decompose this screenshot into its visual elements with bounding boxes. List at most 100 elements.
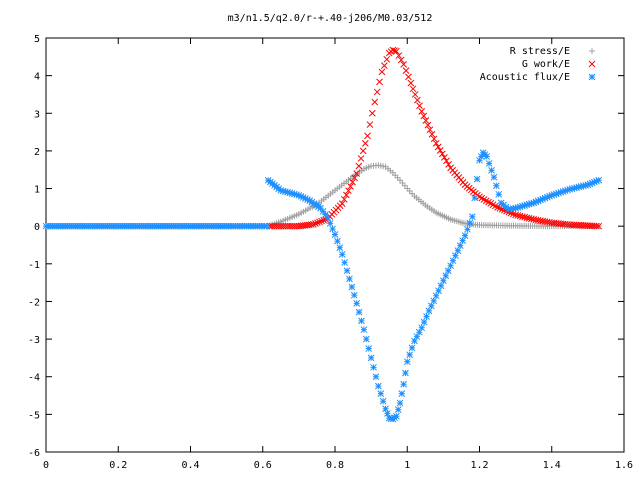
data-point <box>318 217 325 225</box>
x-tick-label: 0.2 <box>109 460 127 471</box>
data-point <box>403 358 411 366</box>
data-point <box>402 369 409 377</box>
data-point <box>468 213 476 221</box>
data-point <box>555 189 562 197</box>
data-point <box>277 187 285 194</box>
data-point <box>400 60 407 68</box>
y-tick-label: 4 <box>34 72 40 83</box>
data-point <box>382 405 389 413</box>
data-point <box>362 335 370 343</box>
data-point <box>552 190 560 198</box>
data-point <box>550 191 558 198</box>
data-point <box>430 297 438 305</box>
data-point <box>295 191 303 199</box>
data-point <box>357 155 365 162</box>
data-point <box>366 121 374 128</box>
data-point <box>398 390 406 398</box>
y-tick-label: 5 <box>34 34 40 45</box>
data-point <box>427 302 435 310</box>
data-point <box>359 147 367 155</box>
data-point <box>588 179 596 187</box>
data-point <box>368 109 376 117</box>
data-point <box>400 380 407 388</box>
data-point <box>324 214 332 222</box>
data-point <box>365 345 373 352</box>
data-point <box>407 79 415 87</box>
data-point <box>436 147 444 154</box>
data-point <box>395 52 403 59</box>
data-point <box>350 291 358 299</box>
data-point <box>532 198 540 206</box>
data-point <box>355 308 363 316</box>
data-point <box>447 262 454 270</box>
y-tick-label: -1 <box>28 260 40 271</box>
data-point <box>438 150 446 158</box>
data-point <box>361 140 369 147</box>
data-point <box>348 283 356 291</box>
data-point <box>595 222 603 230</box>
data-point <box>425 307 433 315</box>
data-point <box>428 130 436 138</box>
y-tick-label: 2 <box>34 147 40 158</box>
data-point <box>568 185 576 193</box>
data-point <box>293 191 300 199</box>
data-point <box>406 351 414 359</box>
data-point <box>530 199 538 207</box>
data-point <box>471 194 479 202</box>
data-point <box>537 196 544 204</box>
data-point <box>286 189 294 197</box>
y-tick-label: -4 <box>28 373 40 384</box>
data-point <box>557 188 565 196</box>
data-point <box>432 140 440 147</box>
data-point <box>383 55 391 63</box>
data-point <box>374 382 382 390</box>
data-point <box>534 197 542 205</box>
data-point <box>319 208 327 215</box>
data-point <box>341 259 348 266</box>
data-point <box>376 78 383 86</box>
data-point <box>519 202 526 210</box>
data-point <box>297 193 305 200</box>
y-tick-label: 0 <box>34 222 40 233</box>
data-point <box>329 225 336 233</box>
data-point <box>575 183 583 191</box>
x-tick-label: 0.4 <box>181 460 199 471</box>
data-point <box>430 135 438 143</box>
data-point <box>490 173 498 181</box>
data-point <box>521 202 529 209</box>
data-point <box>449 257 457 265</box>
data-point <box>548 191 556 199</box>
data-point <box>409 85 417 93</box>
data-point <box>414 96 421 104</box>
chart-title: m3/n1.5/q2.0/r-+.40-j206/M0.03/512 <box>228 13 433 24</box>
data-point <box>394 406 402 414</box>
x-tick-label: 1.6 <box>615 460 633 471</box>
data-point <box>580 182 587 190</box>
data-point <box>405 73 412 81</box>
data-point <box>411 91 419 98</box>
data-point <box>424 121 432 129</box>
data-point <box>593 177 600 185</box>
data-point <box>441 154 448 161</box>
data-point <box>370 363 377 371</box>
data-point <box>381 62 388 69</box>
data-point <box>389 46 397 54</box>
data-point <box>351 174 358 182</box>
data-point <box>281 188 289 196</box>
y-tick-label: 1 <box>34 185 40 196</box>
data-point <box>561 187 569 195</box>
data-point <box>477 153 485 160</box>
data-point <box>456 242 464 249</box>
data-point <box>426 126 434 134</box>
data-point <box>378 68 386 76</box>
data-point <box>443 157 450 165</box>
data-point <box>434 143 442 151</box>
data-point <box>445 160 452 168</box>
data-point <box>338 251 346 258</box>
data-point <box>485 160 493 167</box>
legend-label: Acoustic flux/E <box>480 72 570 83</box>
data-point <box>582 181 589 189</box>
data-point <box>304 196 311 203</box>
data-point <box>393 47 400 55</box>
